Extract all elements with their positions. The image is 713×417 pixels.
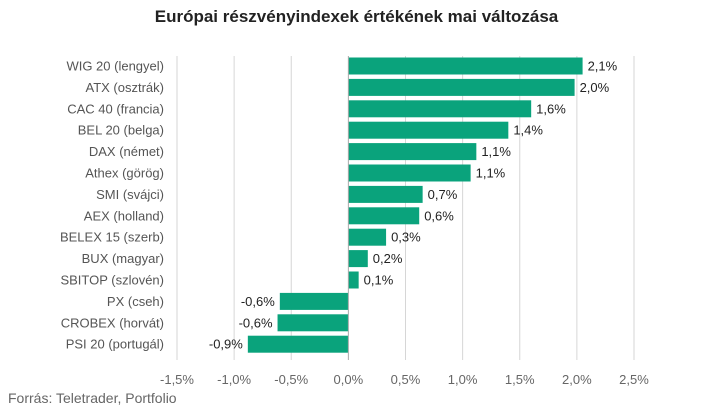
data-label: 1,1% (481, 144, 511, 159)
bar (348, 185, 423, 203)
data-label: 0,6% (424, 208, 454, 223)
data-label: 0,2% (373, 251, 403, 266)
data-label: 2,0% (580, 80, 610, 95)
x-tick-label: 1,0% (448, 372, 478, 387)
category-label: SBITOP (szlovén) (60, 273, 164, 288)
category-label: AEX (holland) (84, 208, 164, 223)
category-label: CROBEX (horvát) (61, 315, 164, 330)
bar (247, 335, 349, 353)
bar (348, 121, 509, 139)
category-label: PX (cseh) (107, 294, 164, 309)
data-label: 0,1% (364, 273, 394, 288)
x-tick-label: -1,0% (217, 372, 251, 387)
category-label: Athex (görög) (85, 166, 164, 181)
x-tick-label: 2,5% (619, 372, 649, 387)
category-label: BEL 20 (belga) (78, 123, 164, 138)
category-label: BELEX 15 (szerb) (60, 230, 164, 245)
x-tick-label: 0,0% (334, 372, 364, 387)
x-tick-label: 2,0% (562, 372, 592, 387)
category-label: PSI 20 (portugál) (66, 337, 164, 352)
bar (279, 292, 349, 310)
category-label: BUX (magyar) (82, 251, 164, 266)
bar (348, 207, 420, 225)
data-label: 1,6% (536, 101, 566, 116)
x-tick-label: 0,5% (391, 372, 421, 387)
data-label: -0,6% (239, 315, 273, 330)
data-label: -0,9% (209, 337, 243, 352)
data-label: 1,4% (513, 123, 543, 138)
bars (247, 57, 583, 353)
source-note: Forrás: Teletrader, Portfolio (8, 390, 177, 406)
category-label: DAX (német) (89, 144, 164, 159)
bar (277, 314, 349, 332)
data-label: 0,7% (428, 187, 458, 202)
x-tick-label: -1,5% (160, 372, 194, 387)
bar (348, 78, 575, 96)
data-label: 1,1% (476, 166, 506, 181)
bar (348, 228, 387, 246)
category-label: CAC 40 (francia) (67, 101, 164, 116)
category-label: SMI (svájci) (96, 187, 164, 202)
bar (348, 143, 477, 161)
data-label: -0,6% (241, 294, 275, 309)
category-label: ATX (osztrák) (86, 80, 165, 95)
data-label: 2,1% (588, 59, 618, 74)
bar (348, 57, 583, 75)
bar (348, 100, 532, 118)
bar (348, 164, 471, 182)
chart-title: Európai részvényindexek értékének mai vá… (154, 7, 559, 26)
x-tick-label: -0,5% (274, 372, 308, 387)
category-label: WIG 20 (lengyel) (66, 59, 164, 74)
bar (348, 271, 359, 289)
x-tick-label: 1,5% (505, 372, 535, 387)
data-label: 0,3% (391, 230, 421, 245)
bar (348, 250, 368, 268)
labels: -1,5% -1,0% -0,5% 0,0% 0,5% 1,0% 1,5% 2,0% 2,5% W… (60, 59, 649, 388)
